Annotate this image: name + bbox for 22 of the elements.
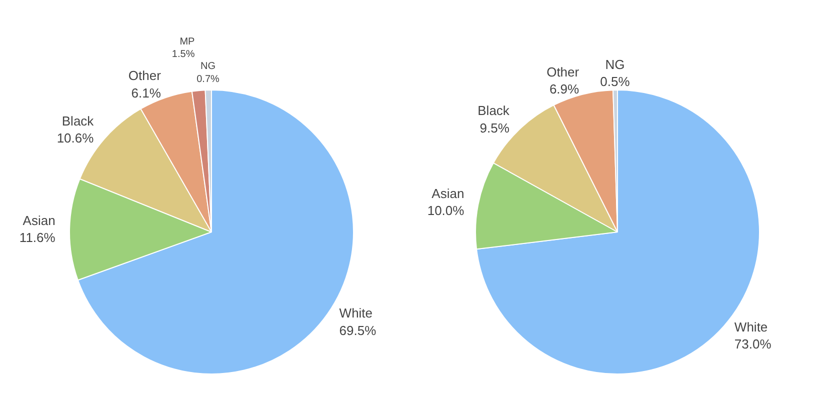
data-label: 1.5% [172,48,195,60]
slice-label: White [734,319,768,334]
data-label: 10.6% [56,130,94,146]
data-label: 6.1% [131,85,162,100]
slice-label: White [339,306,373,321]
slice-label: Black [478,103,510,118]
data-label: 6.9% [549,82,580,97]
data-label: 9.5% [480,120,510,136]
slice-label: NG [200,61,216,72]
data-label: 0.5% [600,74,630,90]
slice-label: MP [180,36,196,48]
data-label: 0.7% [196,74,220,85]
data-label: 69.5% [339,322,377,338]
slice-label: NG [605,56,625,72]
slice-label: Asian [432,186,464,201]
slice-label: Other [128,68,162,84]
data-label: 73.0% [734,336,772,352]
slice-label: Asian [22,212,56,228]
data-label: 10.0% [427,203,465,218]
slice-label: Other [546,64,580,80]
data-label: 11.6% [19,230,56,246]
slice-label: Black [62,113,94,128]
